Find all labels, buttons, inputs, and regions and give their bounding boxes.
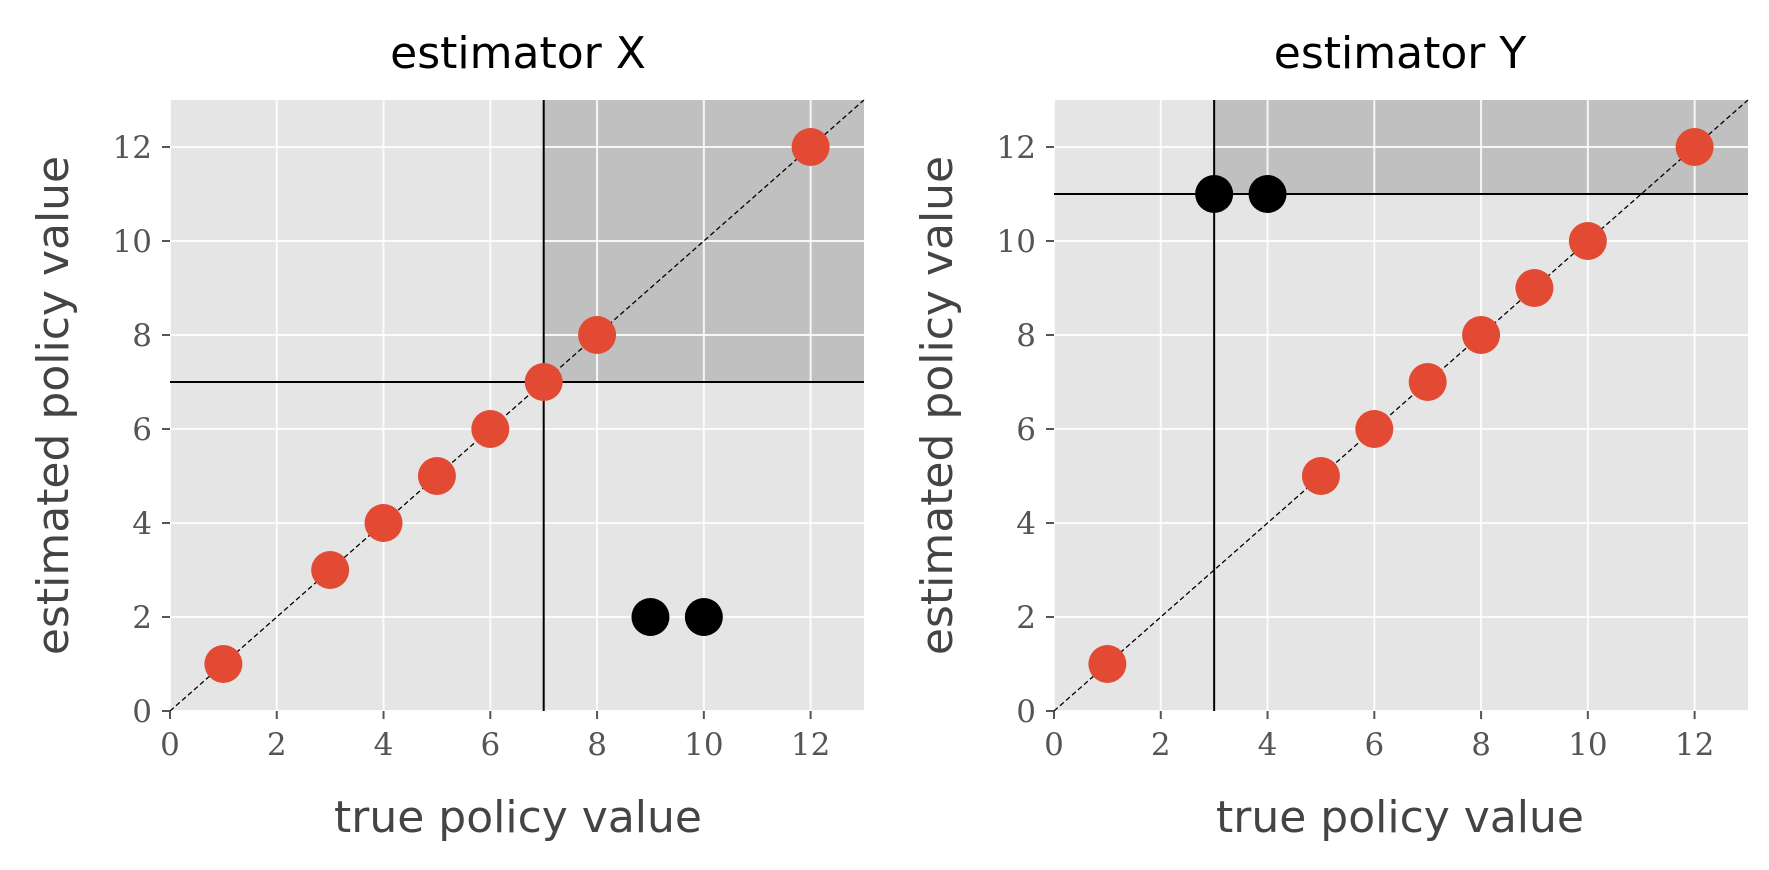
chart-panel-estimator-y: estimator Y 0 2 4 6 8 10 12 0 2 4 6 8 10 12 true poli… — [912, 28, 1749, 843]
x-tick-label: 2 — [267, 727, 287, 763]
x-tick-label: 0 — [1044, 727, 1064, 763]
data-point-red — [1568, 222, 1607, 260]
data-point-red — [471, 410, 510, 448]
y-tick-label: 2 — [132, 600, 152, 636]
data-point-red — [417, 457, 456, 495]
y-tick-label: 10 — [997, 224, 1036, 260]
x-axis-label: true policy value — [334, 792, 702, 843]
y-tick-label: 4 — [132, 506, 152, 542]
data-point-red — [311, 551, 350, 589]
chart-title: estimator Y — [1274, 28, 1527, 79]
data-point-black — [1195, 175, 1234, 213]
y-tick-label: 8 — [132, 318, 152, 354]
y-tick-label: 4 — [1016, 506, 1036, 542]
y-tick-label: 12 — [113, 130, 152, 166]
data-point-red — [1462, 316, 1501, 354]
data-point-black — [631, 598, 670, 636]
y-tick-label: 12 — [997, 130, 1036, 166]
x-tick-label: 2 — [1151, 727, 1171, 763]
x-tick-label: 8 — [587, 727, 607, 763]
data-point-red — [791, 128, 830, 166]
y-tick-label: 6 — [1016, 412, 1036, 448]
identity-line — [1053, 99, 1749, 712]
y-axis-label: estimated policy value — [28, 156, 79, 655]
y-tick-label: 6 — [132, 412, 152, 448]
data-point-red — [1515, 269, 1554, 307]
data-point-red — [524, 363, 563, 401]
x-tick-label: 10 — [684, 727, 723, 763]
x-tick-label: 10 — [1568, 727, 1607, 763]
x-tick-label: 6 — [1364, 727, 1384, 763]
data-point-red — [1408, 363, 1447, 401]
y-tick-label: 0 — [132, 694, 152, 730]
data-point-red — [1355, 410, 1394, 448]
y-tick-label: 2 — [1016, 600, 1036, 636]
x-tick-label: 12 — [1675, 727, 1714, 763]
y-tick-label: 8 — [1016, 318, 1036, 354]
data-point-red — [1675, 128, 1714, 166]
data-point-black — [1248, 175, 1287, 213]
x-tick-label: 12 — [791, 727, 830, 763]
x-tick-label: 6 — [480, 727, 500, 763]
identity-line — [169, 99, 865, 712]
data-point-red — [578, 316, 617, 354]
y-axis-label: estimated policy value — [912, 156, 963, 655]
x-tick-label: 4 — [374, 727, 394, 763]
x-tick-label: 0 — [160, 727, 180, 763]
x-tick-label: 8 — [1471, 727, 1491, 763]
data-point-red — [1301, 457, 1340, 495]
data-point-red — [1088, 645, 1127, 683]
data-point-red — [364, 504, 403, 542]
x-axis-label: true policy value — [1216, 792, 1584, 843]
x-tick-label: 4 — [1258, 727, 1278, 763]
chart-title: estimator X — [390, 28, 646, 79]
chart-panel-estimator-x: estimator X 0 2 4 6 8 10 12 0 2 4 6 8 10 12 true poli… — [28, 28, 865, 843]
data-point-red — [204, 645, 243, 683]
y-tick-label: 0 — [1016, 694, 1036, 730]
data-point-black — [684, 598, 723, 636]
y-tick-label: 10 — [113, 224, 152, 260]
